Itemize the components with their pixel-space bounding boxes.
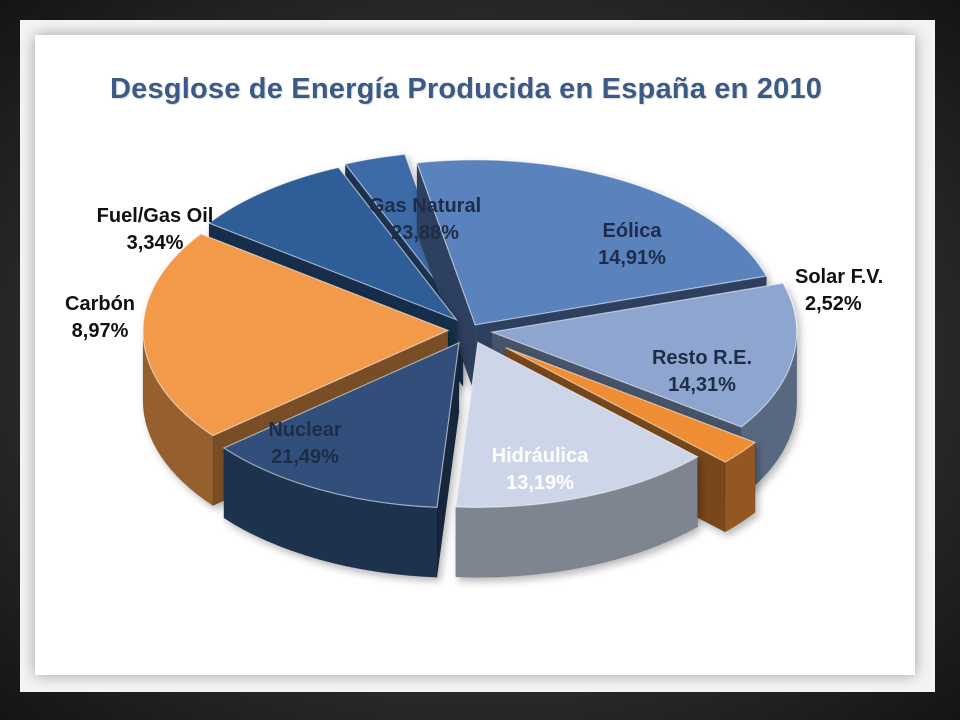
slice-label-5: Nuclear [268,419,342,441]
slice-label-3: Resto R.E. [652,347,752,369]
slice-value-6: 8,97% [72,320,129,342]
pie-slice-3 [455,341,699,578]
slice-value-2: 2,52% [805,293,862,315]
slice-label-0: Gas Natural [369,195,481,217]
slice-value-0: 23,88% [391,222,459,244]
slice-label-4: Hidráulica [492,445,590,467]
slice-value-3: 14,31% [668,374,736,396]
slice-label-7: Fuel/Gas Oil [97,205,214,227]
slice-value-5: 21,49% [271,446,339,468]
slice-value-4: 13,19% [506,472,574,494]
chart-title: Desglose de Energía Producida en España … [110,73,823,105]
pie-slice-4 [222,341,460,578]
slice-label-2: Solar F.V. [795,266,883,288]
slice-value-1: 14,91% [598,247,666,269]
slice-value-7: 3,34% [127,232,184,254]
slice-label-1: Eólica [603,220,663,242]
slice-label-6: Carbón [65,293,135,315]
